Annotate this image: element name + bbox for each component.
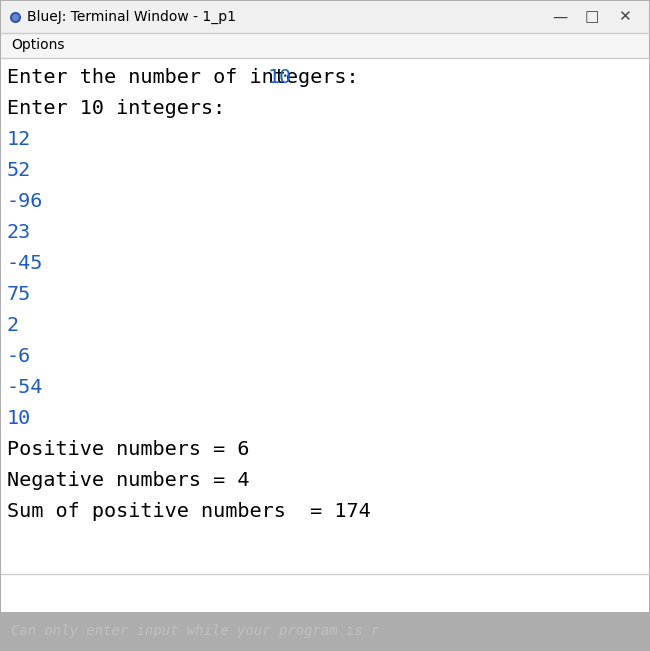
Bar [1,574,649,612]
Text: 10: 10 [268,68,293,87]
Text: Enter 10 integers:: Enter 10 integers: [7,99,226,118]
Bar [1,33,649,58]
Text: -45: -45 [7,254,44,273]
Bar [1,1,649,33]
Text: ✕: ✕ [618,10,630,25]
Text: Negative numbers = 4: Negative numbers = 4 [7,471,250,490]
Bar [1,58,649,612]
Text: -96: -96 [7,192,44,211]
Text: Can only enter input while your program is r: Can only enter input while your program … [11,624,380,638]
Text: -54: -54 [7,378,44,397]
Text: BlueJ: Terminal Window - 1_p1: BlueJ: Terminal Window - 1_p1 [27,10,236,24]
Text: 52: 52 [7,161,31,180]
Text: □: □ [585,10,599,25]
Text: 75: 75 [7,285,31,304]
Text: 12: 12 [7,130,31,149]
Text: 23: 23 [7,223,31,242]
Text: Sum of positive numbers  = 174: Sum of positive numbers = 174 [7,502,370,521]
Text: Options: Options [11,38,64,53]
Text: 10: 10 [7,409,31,428]
Text: —: — [552,10,567,25]
Text: 2: 2 [7,316,19,335]
Text: -6: -6 [7,347,31,366]
Text: Positive numbers = 6: Positive numbers = 6 [7,440,250,459]
Text: Enter the number of integers:: Enter the number of integers: [7,68,370,87]
